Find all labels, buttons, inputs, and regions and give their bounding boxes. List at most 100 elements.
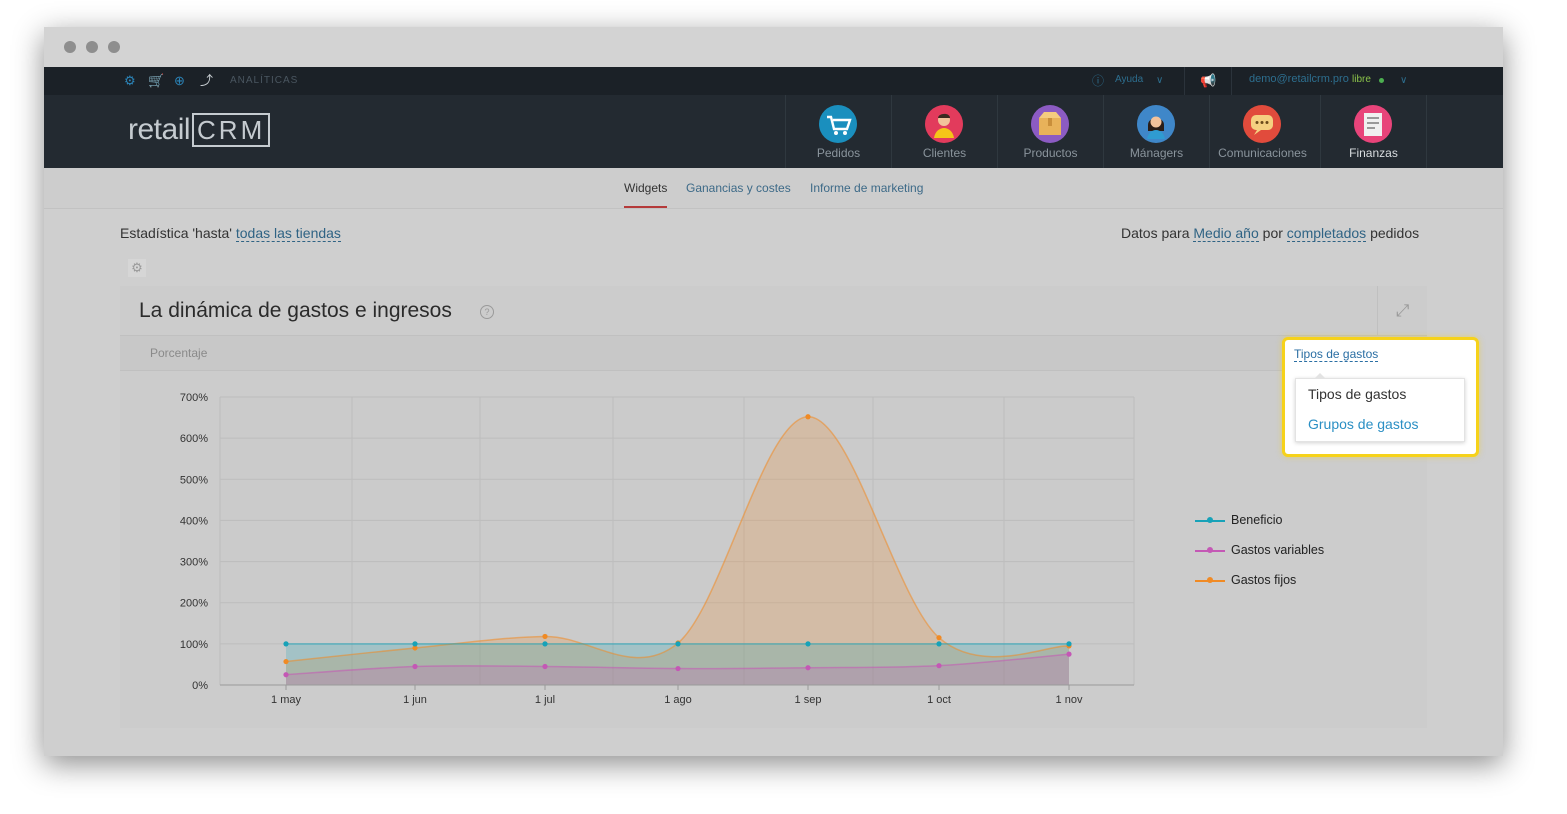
- x-tick-label: 1 sep: [795, 694, 822, 706]
- user-email-link[interactable]: demo@retailcrm.pro: [1249, 73, 1349, 85]
- window-minimize-dot[interactable]: [86, 41, 98, 53]
- tab-widgets[interactable]: Widgets: [624, 181, 668, 208]
- y-tick-label: 200%: [180, 598, 208, 610]
- point-beneficio: [412, 641, 418, 647]
- tab-informe-de-marketing[interactable]: Informe de marketing: [810, 181, 924, 195]
- manager-icon: [1137, 105, 1175, 143]
- x-tick-label: 1 jun: [403, 694, 427, 706]
- plot-area: [220, 397, 1134, 685]
- point-beneficio: [542, 641, 548, 647]
- chart-points: [283, 414, 1072, 678]
- analytics-icon[interactable]: ⤴: [200, 73, 214, 88]
- x-tick-label: 1 ago: [664, 694, 692, 706]
- all-stores-link[interactable]: todas las tiendas: [235, 225, 341, 242]
- nav-item-productos[interactable]: Productos: [997, 95, 1103, 168]
- megaphone-icon[interactable]: 📢: [1200, 73, 1217, 88]
- area-chart: 0% 100% 200% 300% 400% 500% 600% 700% 1 may 1 jun…: [180, 392, 1135, 706]
- target-icon[interactable]: ⊕: [174, 73, 185, 88]
- sub-tabs: Widgets Ganancias y costes Informe de ma…: [44, 168, 1503, 209]
- nav-label: Productos: [1023, 146, 1078, 160]
- y-tick-label: 0%: [192, 680, 208, 692]
- online-status-dot: [1379, 78, 1384, 83]
- retailcrm-logo[interactable]: retail CRM: [128, 113, 271, 147]
- finance-icon: [1354, 105, 1392, 143]
- legend-label: Gastos variables: [1231, 543, 1325, 557]
- tab-ganancias-y-costes[interactable]: Ganancias y costes: [686, 181, 791, 195]
- point-gastos-fijos: [542, 633, 548, 640]
- point-gastos-variables: [936, 663, 942, 669]
- chevron-down-icon[interactable]: ∨: [1400, 75, 1408, 86]
- x-tick-label: 1 may: [271, 694, 301, 706]
- main-header: retail CRM Pedidos Clientes Productos Mán…: [44, 95, 1503, 174]
- point-gastos-fijos: [412, 645, 418, 651]
- orders-suffix: pedidos: [1370, 225, 1420, 241]
- order-status-link[interactable]: completados: [1286, 225, 1367, 242]
- divider: [1231, 67, 1232, 95]
- widget-title: La dinámica de gastos e ingresos: [139, 299, 452, 322]
- nav-label: Clientes: [922, 146, 967, 160]
- period-prefix: Datos para: [1121, 225, 1190, 241]
- customer-icon: [925, 105, 963, 143]
- user-status-label: libre: [1352, 74, 1371, 85]
- period-link[interactable]: Medio año: [1193, 225, 1259, 242]
- cart-icon: [819, 105, 857, 143]
- nav-item-managers[interactable]: Mánagers: [1103, 95, 1209, 168]
- stats-scope: Estadística 'hasta' todas las tiendas: [120, 225, 341, 242]
- window-close-dot[interactable]: [64, 41, 76, 53]
- expense-type-selector: Tipos de gastos Tipos de gastos Grupos d…: [1282, 337, 1479, 457]
- point-gastos-fijos: [936, 635, 942, 641]
- legend-label: Beneficio: [1231, 513, 1283, 527]
- nav-label: Mánagers: [1129, 146, 1184, 160]
- stats-prefix: Estadística 'hasta': [120, 225, 232, 241]
- x-tick-label: 1 jul: [535, 694, 555, 706]
- point-gastos-variables: [542, 663, 548, 670]
- y-tick-label: 100%: [180, 639, 208, 651]
- point-gastos-variables: [675, 665, 681, 672]
- line-gastos-fijos: [285, 415, 1070, 663]
- expand-icon[interactable]: ⤢: [1377, 286, 1427, 335]
- percentage-toggle[interactable]: Porcentaje: [150, 346, 208, 360]
- widget-header: La dinámica de gastos e ingresos ? ⤢: [120, 286, 1427, 336]
- help-circle-icon[interactable]: ⓘ: [1092, 74, 1105, 88]
- nav-label: Finanzas: [1349, 146, 1398, 160]
- help-icon[interactable]: ?: [480, 305, 494, 319]
- area-beneficio: [286, 643, 1069, 685]
- dropdown-option-tipos-de-gastos[interactable]: Tipos de gastos: [1308, 386, 1407, 402]
- dropdown-option-grupos-de-gastos[interactable]: Grupos de gastos: [1308, 416, 1419, 432]
- point-gastos-variables: [412, 663, 418, 670]
- y-tick-label: 300%: [180, 557, 208, 569]
- expense-types-link[interactable]: Tipos de gastos: [1294, 347, 1379, 362]
- browser-titlebar: [44, 27, 1503, 67]
- nav-item-clientes[interactable]: Clientes: [891, 95, 997, 168]
- nav-label: Pedidos: [816, 146, 861, 160]
- y-tick-label: 700%: [180, 392, 208, 404]
- area-gastos-fijos: [286, 416, 1069, 685]
- chart-grid: [219, 396, 1135, 686]
- y-tick-label: 500%: [180, 474, 208, 486]
- gear-icon[interactable]: ⚙: [128, 259, 146, 277]
- widget-toolbar: Porcentaje: [120, 336, 1427, 371]
- point-beneficio: [1066, 641, 1072, 647]
- point-gastos-fijos: [805, 414, 811, 420]
- chart-axes: 0% 100% 200% 300% 400% 500% 600% 700% 1 may 1 jun…: [180, 392, 1134, 706]
- point-beneficio: [936, 641, 942, 647]
- chat-icon: [1243, 105, 1281, 143]
- nav-label: Comunicaciones: [1218, 146, 1307, 160]
- cart-icon[interactable]: 🛒: [148, 73, 165, 88]
- point-gastos-variables: [283, 672, 289, 678]
- nav-item-pedidos[interactable]: Pedidos: [785, 95, 891, 168]
- divider: [1184, 67, 1185, 95]
- window-maximize-dot[interactable]: [108, 41, 120, 53]
- x-tick-label: 1 nov: [1056, 694, 1083, 706]
- chevron-down-icon[interactable]: ∨: [1156, 75, 1164, 86]
- nav-item-finanzas[interactable]: Finanzas: [1320, 95, 1427, 174]
- x-tick-label: 1 oct: [927, 694, 951, 706]
- y-tick-label: 400%: [180, 515, 208, 527]
- y-tick-label: 600%: [180, 433, 208, 445]
- gear-icon[interactable]: ⚙: [124, 73, 136, 88]
- help-link[interactable]: Ayuda: [1115, 74, 1144, 85]
- point-gastos-variables: [805, 665, 811, 671]
- legend-label: Gastos fijos: [1231, 573, 1297, 587]
- browser-window: ⚙ 🛒 ⊕ ⤴ ANALÍTICAS ⓘ Ayuda ∨ 📢 demo@reta…: [44, 27, 1503, 756]
- nav-item-comunicaciones[interactable]: Comunicaciones: [1209, 95, 1315, 168]
